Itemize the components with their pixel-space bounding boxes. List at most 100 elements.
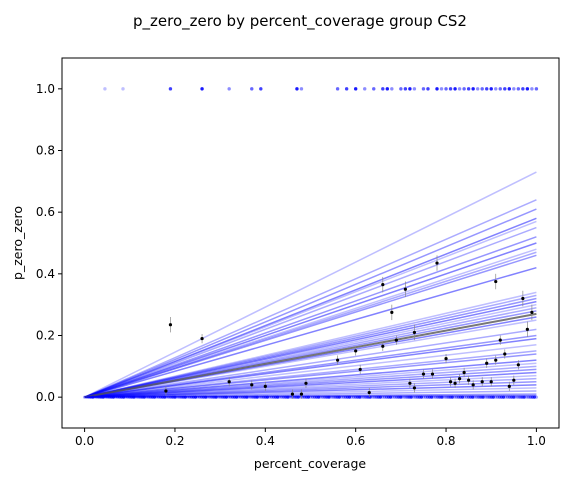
- raw-point-zero: [237, 395, 241, 399]
- raw-point-one: [448, 87, 453, 91]
- raw-point-zero: [512, 395, 516, 399]
- group-mean-point: [290, 392, 295, 396]
- raw-point-one: [299, 87, 304, 91]
- x-axis-label: percent_coverage: [254, 456, 366, 471]
- fit-line: [84, 297, 537, 398]
- raw-point-one: [471, 87, 475, 91]
- raw-point-zero: [124, 395, 128, 399]
- raw-point-one: [399, 87, 403, 91]
- raw-point-one: [408, 87, 412, 91]
- group-mean-point: [458, 377, 462, 381]
- fit-line: [84, 384, 537, 398]
- raw-point-one: [390, 87, 394, 91]
- fit-line: [84, 303, 537, 398]
- raw-point-zero: [93, 395, 97, 399]
- fit-line: [84, 350, 537, 398]
- fit-line: [84, 217, 537, 398]
- raw-point-zero: [134, 395, 138, 399]
- raw-point-zero: [204, 395, 208, 399]
- raw-point-zero: [224, 395, 228, 399]
- group-mean-point: [530, 310, 534, 314]
- raw-point-one: [453, 87, 457, 91]
- raw-point-one: [498, 87, 502, 91]
- fit-line: [84, 236, 537, 398]
- x-tick-label: 0.4: [256, 434, 275, 448]
- raw-point-zero: [142, 395, 146, 399]
- fit-line: [84, 307, 537, 398]
- fit-line: [84, 362, 537, 398]
- fit-line: [84, 300, 537, 398]
- raw-point-one: [530, 87, 534, 91]
- raw-point-zero: [101, 395, 105, 399]
- raw-point-zero: [306, 395, 311, 399]
- raw-point-one: [466, 87, 471, 91]
- fit-line: [84, 248, 537, 398]
- chart-title: p_zero_zero by percent_coverage group CS…: [133, 12, 467, 31]
- group-mean-point: [494, 279, 498, 284]
- raw-point-zero: [132, 395, 136, 399]
- fit-line: [84, 199, 537, 398]
- raw-point-zero: [347, 395, 352, 399]
- raw-point-zero: [267, 395, 272, 399]
- raw-point-one: [444, 87, 448, 91]
- raw-point-zero: [378, 395, 382, 399]
- group-mean-point: [200, 336, 204, 341]
- group-mean-point: [494, 358, 498, 362]
- mean-fit-line: [84, 312, 537, 399]
- fit-line: [84, 377, 537, 398]
- raw-point-zero: [514, 395, 518, 399]
- raw-point-zero: [337, 395, 341, 399]
- raw-point-zero: [411, 395, 415, 399]
- raw-point-zero: [154, 395, 159, 399]
- raw-point-zero: [173, 395, 177, 399]
- raw-point-one: [525, 87, 530, 91]
- y-axis: 0.0 0.2 0.4 0.6 0.8 1.0: [36, 82, 62, 404]
- raw-point-zero: [532, 395, 536, 399]
- raw-point-one: [200, 87, 204, 91]
- raw-point-one: [521, 87, 525, 91]
- group-mean-point: [354, 349, 358, 353]
- raw-point-zero: [493, 395, 497, 399]
- group-mean-point: [394, 338, 398, 342]
- raw-point-zero: [308, 395, 313, 399]
- fit-line: [84, 359, 537, 398]
- raw-point-zero: [483, 395, 487, 399]
- raw-point-one: [435, 87, 439, 91]
- raw-point-one: [512, 87, 516, 91]
- x-axis: 0.0 0.2 0.4 0.6 0.8 1.0: [75, 428, 546, 448]
- raw-point-one: [385, 87, 390, 91]
- raw-point-one: [439, 87, 444, 91]
- raw-point-one: [372, 87, 376, 91]
- raw-point-one: [480, 87, 484, 91]
- raw-point-zero: [245, 395, 249, 399]
- group-mean-point: [430, 372, 435, 376]
- fit-line: [84, 251, 537, 398]
- raw-point-zero: [329, 395, 333, 399]
- raw-point-zero: [481, 395, 485, 399]
- group-mean-point: [503, 352, 507, 356]
- raw-point-zero: [206, 395, 210, 399]
- fit-line: [84, 368, 537, 398]
- raw-point-one: [426, 87, 430, 91]
- raw-point-one: [259, 87, 263, 91]
- raw-point-zero: [399, 395, 403, 399]
- group-mean-point: [444, 357, 448, 361]
- group-mean-point: [164, 389, 168, 393]
- raw-point-one: [475, 87, 480, 91]
- raw-point-zero: [317, 395, 321, 399]
- raw-point-zero: [430, 395, 434, 399]
- group-mean-point: [412, 330, 417, 335]
- fit-line: [84, 381, 537, 398]
- raw-point-zero: [380, 395, 384, 399]
- raw-point-zero: [419, 395, 424, 399]
- raw-point-zero: [113, 395, 117, 399]
- group-mean-point: [299, 392, 304, 396]
- raw-point-zero: [278, 395, 282, 399]
- raw-point-zero: [111, 395, 115, 399]
- raw-point-zero: [163, 395, 167, 399]
- raw-point-zero: [193, 395, 198, 399]
- fit-line: [84, 319, 537, 398]
- y-tick-label: 0.4: [36, 267, 55, 281]
- raw-point-zero: [473, 395, 477, 399]
